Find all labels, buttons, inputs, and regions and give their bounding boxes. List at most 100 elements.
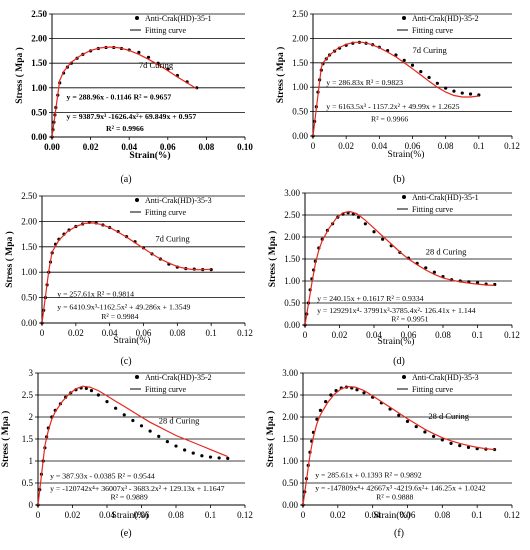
equation-label: R² = 0.9966 — [371, 114, 408, 123]
y-tick-label: 3 — [29, 368, 34, 378]
y-axis-title: Stress ( Mpa ) — [275, 47, 286, 104]
y-tick-label: 2.5 — [22, 390, 34, 400]
data-point — [89, 389, 94, 393]
data-point — [419, 69, 423, 74]
panel-label: (a) — [120, 174, 131, 185]
equation-label: y = 288.96x - 0.1146 R² = 0.9657 — [66, 93, 171, 102]
y-tick-label: 3.00 — [282, 368, 298, 378]
legend-label-points: Anti-Crak(HD)-35-3 — [145, 196, 212, 205]
legend-marker-points — [135, 16, 139, 20]
x-tick-label: 0.00 — [44, 142, 60, 152]
x-axis-title: Strain(%) — [378, 336, 415, 347]
data-point — [458, 444, 462, 448]
data-point — [165, 440, 169, 444]
data-point — [157, 434, 161, 438]
y-tick-label: 2.50 — [31, 9, 47, 19]
equation-label: R² = 0.9984 — [101, 312, 138, 321]
y-tick-label: 0.5 — [22, 478, 34, 488]
fitting-curve-line — [312, 41, 479, 137]
data-point — [318, 408, 323, 412]
x-axis-title: Strain(%) — [112, 510, 149, 521]
data-point — [423, 430, 427, 434]
x-tick-label: 0 — [40, 328, 45, 338]
curing-label: 7d Curing — [155, 234, 190, 244]
panel-label: (b) — [393, 174, 405, 185]
data-point — [363, 222, 367, 226]
data-point — [466, 445, 471, 449]
y-axis-title: Stress ( Mpa ) — [0, 411, 11, 468]
data-point — [460, 91, 464, 95]
x-tick-label: 0.06 — [160, 142, 176, 152]
fitting-curve-line — [304, 210, 495, 326]
data-point — [444, 86, 448, 90]
data-point — [355, 388, 359, 392]
y-tick-label: 2.50 — [282, 390, 298, 400]
fitting-curve-line — [41, 222, 212, 324]
x-tick-label: 0.08 — [169, 328, 185, 338]
legend-label-fitting: Fitting curve — [412, 26, 454, 35]
data-point — [208, 455, 213, 459]
panel-label: (e) — [120, 528, 131, 539]
legend-marker-points — [135, 198, 139, 202]
x-tick-label: 0.02 — [68, 328, 84, 338]
data-point — [468, 92, 473, 96]
data-point — [217, 456, 221, 460]
y-tick-label: 1.00 — [21, 267, 37, 277]
y-axis-title: Stress ( Mpa ) — [265, 411, 276, 468]
y-tick-label: 2.50 — [284, 210, 300, 220]
x-axis-title: Strain(%) — [114, 335, 151, 346]
data-point — [410, 63, 415, 67]
legend-marker-points — [402, 16, 406, 20]
x-tick-label: 0.02 — [338, 141, 354, 151]
data-point — [356, 215, 361, 219]
data-point — [405, 419, 410, 423]
fitting-curve-line — [37, 385, 229, 506]
data-point — [146, 55, 151, 59]
data-point — [334, 389, 338, 393]
fitting-curve-line — [302, 385, 495, 506]
x-tick-label: 0.1 — [205, 510, 216, 520]
data-point — [137, 50, 141, 54]
data-point — [427, 75, 431, 80]
x-tick-label: 0.06 — [400, 510, 416, 520]
x-tick-label: 0.04 — [99, 510, 115, 520]
data-point — [449, 441, 453, 445]
y-tick-label: 1.5 — [22, 434, 34, 444]
x-tick-label: 0.08 — [435, 330, 451, 340]
y-tick-label: 0.50 — [284, 298, 300, 308]
x-tick-label: 0.04 — [365, 510, 381, 520]
x-tick-label: 0.10 — [237, 142, 253, 152]
y-tick-label: 0.00 — [284, 320, 300, 330]
y-tick-label: 2.00 — [282, 412, 298, 422]
x-axis-title: Strain(%) — [129, 150, 170, 161]
equation-label: R² = 0.9951 — [391, 314, 428, 323]
y-tick-label: 1.50 — [21, 242, 37, 252]
y-tick-label: 0.50 — [282, 478, 298, 488]
y-tick-label: 2.50 — [292, 9, 308, 19]
data-point — [191, 451, 195, 455]
x-tick-label: 0.06 — [134, 510, 150, 520]
x-tick-label: 0 — [301, 510, 306, 520]
fitting-curve-line — [51, 46, 198, 138]
y-tick-label: 0.00 — [31, 132, 47, 142]
legend-label-points: Anti-Crak(HD)-35-2 — [145, 373, 212, 382]
data-point — [329, 393, 333, 397]
panel-label: (d) — [393, 356, 405, 367]
equation-label: y = -120742x⁴+ 36007x³ - 3683.2x² + 129.… — [50, 484, 225, 493]
x-tick-label: 0.12 — [237, 328, 253, 338]
x-tick-label: 0.08 — [168, 510, 184, 520]
x-tick-label: 0.04 — [102, 328, 118, 338]
y-tick-label: 0.50 — [21, 293, 37, 303]
data-point — [424, 266, 428, 270]
x-tick-label: 0.06 — [136, 328, 152, 338]
x-tick-label: 0.08 — [199, 142, 215, 152]
y-tick-label: 1.00 — [284, 276, 300, 286]
curing-label: 28 d Curing — [428, 411, 469, 421]
x-axis-title: Strain(%) — [374, 510, 411, 521]
equation-label: y = 285.61x + 0.1393 R² = 0.9892 — [315, 471, 422, 480]
data-point — [372, 230, 376, 234]
x-tick-label: 0.04 — [121, 142, 137, 152]
equation-label: y = 257.61x R² = 0.9814 — [57, 290, 134, 299]
equation-label: y = 240.15x + 0.1617 R² = 0.9334 — [317, 294, 424, 303]
x-tick-label: 0.04 — [366, 330, 382, 340]
